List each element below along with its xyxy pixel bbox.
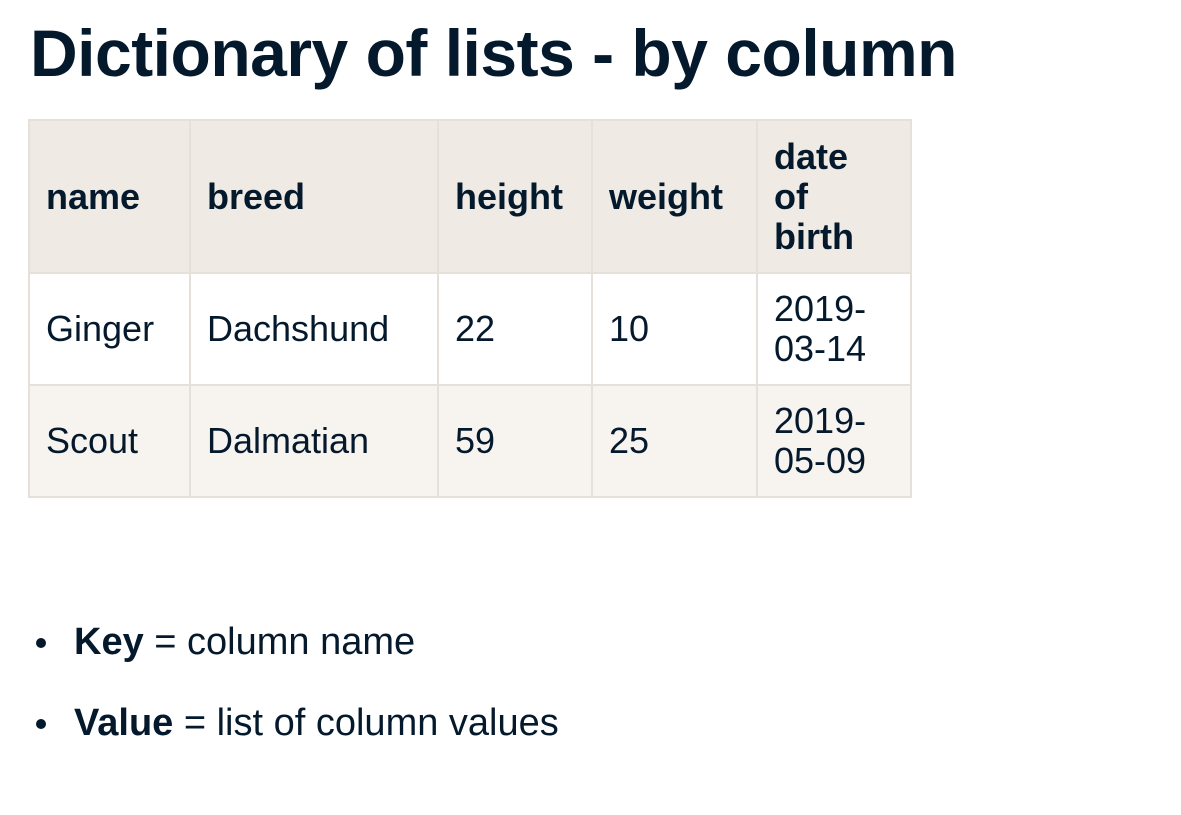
dob-header-line: birth <box>774 215 854 257</box>
cell-height: 59 <box>437 384 593 498</box>
column-header-weight: weight <box>591 119 758 274</box>
bullet-text: = list of column values <box>173 702 559 744</box>
table-row: Ginger Dachshund 22 10 2019- 03-14 <box>28 272 912 386</box>
bullet-term: Key <box>74 621 144 663</box>
bullet-item-value: Value = list of column values <box>36 697 559 749</box>
dob-cell-line: 05-09 <box>774 440 867 481</box>
bullet-term: Value <box>74 702 174 744</box>
column-header-name: name <box>28 119 191 274</box>
dob-header-line: of <box>774 175 808 217</box>
bullet-item-key: Key = column name <box>36 616 559 668</box>
column-header-date-of-birth: date of birth <box>756 119 912 274</box>
column-header-height: height <box>437 119 593 274</box>
cell-date-of-birth: 2019- 03-14 <box>756 272 912 386</box>
dob-cell-line: 2019- <box>774 400 867 441</box>
cell-breed: Dachshund <box>189 272 439 386</box>
cell-name: Ginger <box>28 272 191 386</box>
cell-breed: Dalmatian <box>189 384 439 498</box>
cell-weight: 10 <box>591 272 758 386</box>
dataframe-table: name breed height weight date of birth G… <box>28 119 912 498</box>
cell-name: Scout <box>28 384 191 498</box>
dob-cell-line: 2019- <box>774 288 867 329</box>
cell-height: 22 <box>437 272 593 386</box>
cell-weight: 25 <box>591 384 758 498</box>
bullet-text: = column name <box>143 621 416 663</box>
dob-cell-line: 03-14 <box>774 328 867 369</box>
column-header-breed: breed <box>189 119 439 274</box>
table-header-row: name breed height weight date of birth <box>28 119 912 274</box>
table-row: Scout Dalmatian 59 25 2019- 05-09 <box>28 384 912 498</box>
cell-date-of-birth: 2019- 05-09 <box>756 384 912 498</box>
dob-header-line: date <box>774 135 849 177</box>
bullet-list: Key = column name Value = list of column… <box>36 616 559 778</box>
dataframe-table-wrapper: name breed height weight date of birth G… <box>28 119 912 498</box>
slide-title: Dictionary of lists - by column <box>30 16 957 90</box>
